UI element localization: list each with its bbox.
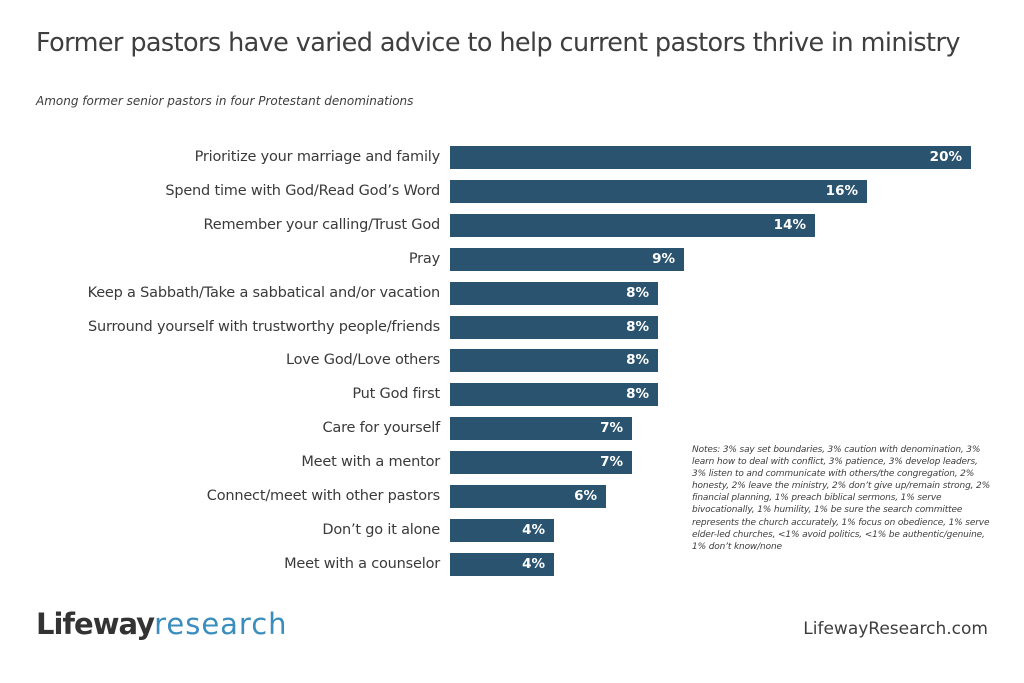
bar: 16% [450, 180, 867, 203]
logo-wordmark-research: research [154, 607, 288, 641]
bar-category-label: Meet with a counselor [284, 556, 440, 572]
bar-category-label: Care for yourself [322, 420, 440, 436]
bar: 8% [450, 316, 658, 339]
bar-category-label: Keep a Sabbath/Take a sabbatical and/or … [87, 285, 441, 301]
bar: 6% [450, 485, 606, 508]
bar-value-label: 8% [626, 386, 649, 402]
bar: 8% [450, 282, 658, 305]
bar-category-label: Connect/meet with other pastors [206, 488, 440, 504]
logo-wordmark-lifeway: Lifeway [36, 607, 155, 641]
bar-category-label: Remember your calling/Trust God [203, 217, 441, 233]
bar-category-label: Spend time with God/Read God’s Word [165, 183, 440, 199]
bar-value-label: 4% [522, 556, 545, 572]
website-url: LifewayResearch.com [803, 619, 988, 639]
bar-value-label: 16% [825, 183, 858, 199]
bar-row: Love God/Love others 8% [0, 349, 1024, 372]
bar-category-label: Meet with a mentor [301, 454, 440, 470]
bar-row: Don’t go it alone 4% [0, 519, 1024, 542]
bar-row: Meet with a counselor 4% [0, 553, 1024, 576]
bar: 9% [450, 248, 684, 271]
bar: 7% [450, 451, 632, 474]
bar-value-label: 8% [626, 352, 649, 368]
bar-row: Put God first 8% [0, 383, 1024, 406]
bar-row: Prioritize your marriage and family 20% [0, 146, 1024, 169]
chart-notes: Notes: 3% say set boundaries, 3% caution… [692, 445, 991, 552]
bar-row: Connect/meet with other pastors 6% [0, 485, 1024, 508]
bar-row: Surround yourself with trustworthy peopl… [0, 316, 1024, 339]
bar-value-label: 20% [929, 149, 962, 165]
bar-category-label: Pray [408, 251, 440, 267]
bar: 20% [450, 146, 971, 169]
bar: 14% [450, 214, 815, 237]
bar-value-label: 7% [600, 454, 623, 470]
bar-row: Meet with a mentor 7% [0, 451, 1024, 474]
bar-value-label: 7% [600, 420, 623, 436]
bar-category-label: Don’t go it alone [322, 522, 440, 538]
chart-subtitle: Among former senior pastors in four Prot… [36, 94, 414, 108]
bar-category-label: Prioritize your marriage and family [194, 149, 441, 165]
bar-value-label: 8% [626, 319, 649, 335]
bar-category-label: Surround yourself with trustworthy peopl… [87, 319, 440, 335]
chart-title: Former pastors have varied advice to hel… [36, 28, 960, 58]
bar: 8% [450, 349, 658, 372]
bar-row: Pray 9% [0, 248, 1024, 271]
bar: 4% [450, 553, 554, 576]
bar-row: Remember your calling/Trust God 14% [0, 214, 1024, 237]
bar-row: Keep a Sabbath/Take a sabbatical and/or … [0, 282, 1024, 305]
bar: 8% [450, 383, 658, 406]
bar-value-label: 9% [652, 251, 675, 267]
bar-value-label: 8% [626, 285, 649, 301]
bar-value-label: 6% [574, 488, 597, 504]
bar-value-label: 14% [773, 217, 806, 233]
bar-category-label: Love God/Love others [286, 352, 440, 368]
bar-row: Spend time with God/Read God’s Word 16% [0, 180, 1024, 203]
bar: 7% [450, 417, 632, 440]
bar-value-label: 4% [522, 522, 545, 538]
bar: 4% [450, 519, 554, 542]
lifeway-research-logo: Lifewayresearch [36, 607, 288, 641]
bar-category-label: Put God first [352, 386, 440, 402]
bar-row: Care for yourself 7% [0, 417, 1024, 440]
